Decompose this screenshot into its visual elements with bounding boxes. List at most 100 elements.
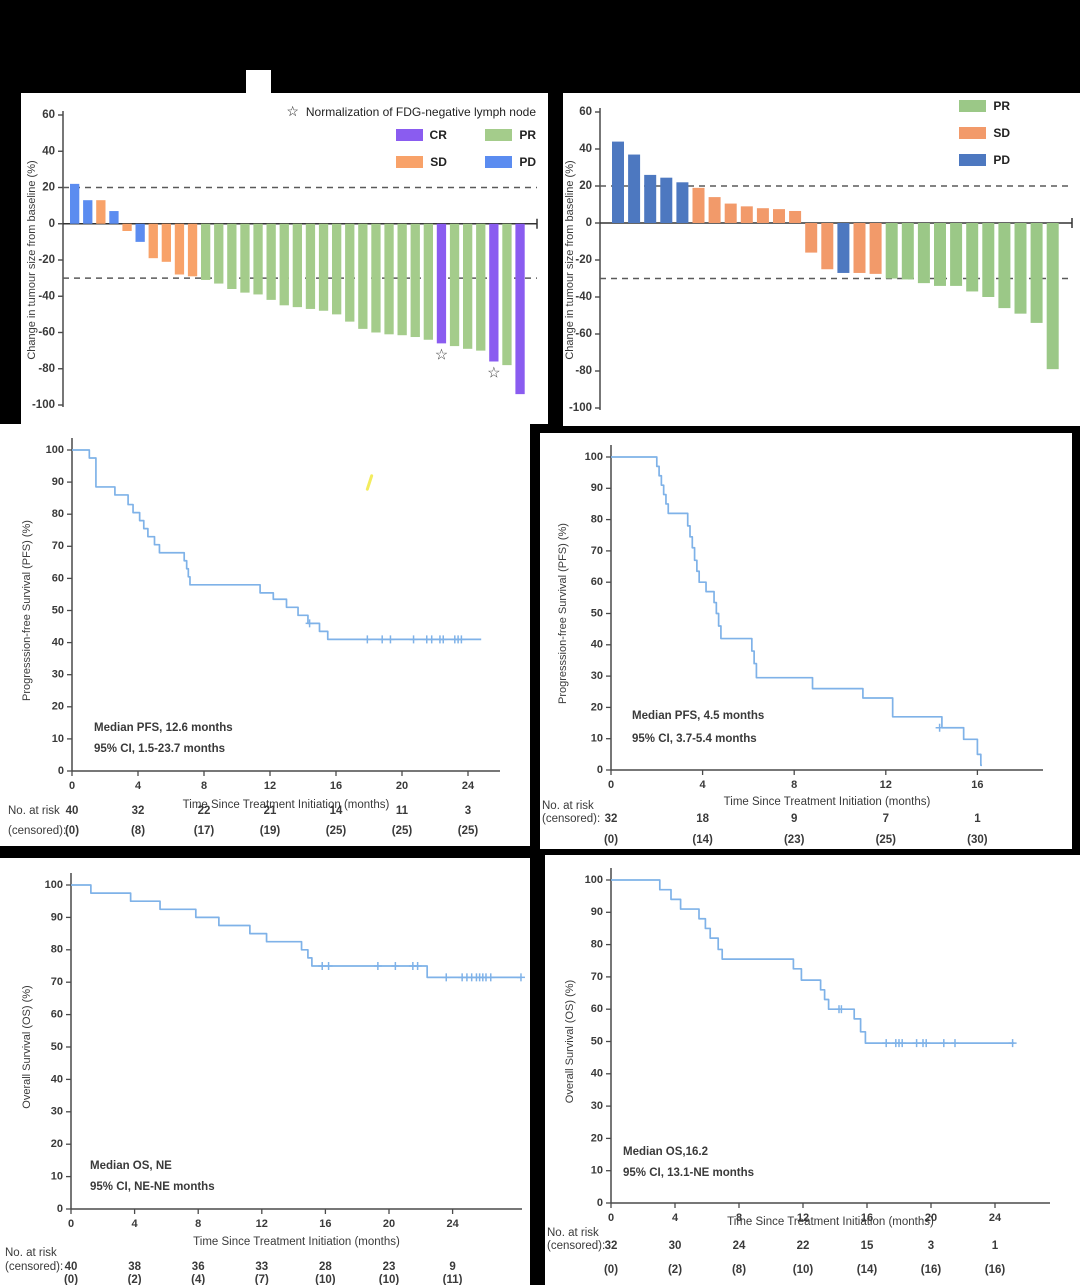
legend-item-sd: SD: [959, 126, 1010, 144]
svg-text:(0): (0): [64, 1274, 78, 1285]
svg-text:Time Since Treatment Initiatio: Time Since Treatment Initiation (months): [727, 1216, 934, 1228]
svg-text:☆: ☆: [487, 365, 500, 382]
svg-text:9: 9: [449, 1261, 455, 1273]
svg-text:18: 18: [696, 813, 709, 825]
star-annotation: ☆ Normalization of FDG-negative lymph nod…: [286, 103, 536, 120]
waterfall-cohort-1-legend: ☆ Normalization of FDG-negative lymph nod…: [286, 103, 536, 182]
svg-text:20: 20: [42, 182, 55, 194]
svg-text:0: 0: [608, 779, 614, 791]
svg-text:40: 40: [51, 1073, 63, 1085]
svg-text:4: 4: [700, 779, 707, 791]
svg-text:-80: -80: [575, 365, 592, 377]
svg-text:40: 40: [66, 805, 79, 817]
legend-item-cr: CR: [395, 128, 447, 142]
svg-text:16: 16: [319, 1218, 331, 1230]
svg-text:1: 1: [974, 813, 981, 825]
legend-item-pr: PR: [959, 99, 1010, 117]
svg-text:0: 0: [49, 218, 55, 230]
waterfall-cohort-1-chart: 60 40 20 0 -20 -40 -60 -80 -100 Change in tumour …: [26, 109, 538, 411]
svg-text:(0): (0): [604, 1264, 618, 1276]
svg-text:(11): (11): [443, 1274, 463, 1285]
svg-text:20: 20: [396, 780, 408, 792]
svg-text:20: 20: [591, 701, 603, 713]
svg-text:40: 40: [591, 1068, 603, 1080]
svg-text:10: 10: [591, 1165, 603, 1177]
svg-text:100: 100: [585, 874, 603, 886]
svg-text:(14): (14): [692, 834, 713, 846]
svg-text:8: 8: [201, 780, 207, 792]
svg-text:20: 20: [925, 1212, 937, 1224]
svg-text:Time Since Treatment Initiatio: Time Since Treatment Initiation (months): [193, 1236, 400, 1248]
svg-text:60: 60: [591, 1003, 603, 1015]
svg-text:0: 0: [58, 765, 64, 777]
svg-text:21: 21: [264, 805, 277, 817]
svg-text:80: 80: [51, 944, 63, 956]
svg-text:(25): (25): [458, 825, 479, 837]
svg-text:-100: -100: [32, 399, 55, 411]
svg-text:-40: -40: [38, 290, 55, 302]
svg-text:9: 9: [791, 813, 797, 825]
svg-text:-60: -60: [38, 327, 55, 339]
legend-label-pr: PR: [519, 128, 536, 142]
pr-swatch-icon: [485, 129, 513, 141]
svg-text:40: 40: [579, 143, 592, 155]
svg-text:95% CI, 1.5-23.7 months: 95% CI, 1.5-23.7 months: [94, 743, 225, 755]
svg-text:(30): (30): [967, 834, 988, 846]
svg-text:20: 20: [51, 1138, 63, 1150]
star-icon: ☆: [286, 103, 299, 119]
legend-label-sd: SD: [430, 155, 447, 169]
svg-text:☆: ☆: [435, 346, 448, 363]
svg-text:Time Since Treatment Initiatio: Time Since Treatment Initiation (months): [724, 796, 931, 808]
svg-text:50: 50: [591, 1035, 603, 1047]
svg-text:32: 32: [605, 813, 618, 825]
svg-text:No. at risk: No. at risk: [542, 800, 594, 812]
svg-text:60: 60: [579, 106, 592, 118]
svg-text:80: 80: [591, 514, 603, 526]
svg-text:Change in tumour size from bas: Change in tumour size from baseline (%): [564, 160, 576, 359]
svg-text:Median PFS, 4.5 months: Median PFS, 4.5 months: [632, 710, 764, 722]
svg-text:4: 4: [135, 780, 142, 792]
svg-text:20: 20: [52, 701, 64, 713]
svg-text:30: 30: [591, 670, 603, 682]
svg-text:60: 60: [42, 109, 55, 121]
svg-text:50: 50: [52, 604, 64, 616]
svg-text:0: 0: [57, 1203, 63, 1215]
sd-swatch-icon: [959, 127, 987, 139]
svg-text:16: 16: [971, 779, 983, 791]
svg-text:Overall Survival (OS) (%): Overall Survival (OS) (%): [21, 985, 33, 1108]
svg-text:20: 20: [591, 1132, 603, 1144]
page-notch: [246, 70, 271, 95]
svg-text:15: 15: [861, 1240, 874, 1252]
svg-text:22: 22: [198, 805, 211, 817]
svg-text:4: 4: [132, 1218, 139, 1230]
pd-swatch-icon: [485, 156, 513, 168]
svg-text:0: 0: [597, 1197, 603, 1209]
legend-label-pd: PD: [519, 155, 536, 169]
svg-text:(19): (19): [260, 825, 281, 837]
svg-text:70: 70: [51, 976, 63, 988]
svg-text:8: 8: [736, 1212, 742, 1224]
svg-text:28: 28: [319, 1261, 332, 1273]
svg-text:(16): (16): [985, 1264, 1006, 1276]
panel-pfs-cohort-1: 100 90 80 70 60 50 40 30 20 10 0 0 4 8 12 16 20 24 Progres…: [0, 424, 530, 846]
svg-text:(censored):: (censored):: [8, 825, 66, 837]
legend-row-1: CR PR: [286, 128, 536, 146]
svg-text:10: 10: [52, 733, 64, 745]
svg-text:(25): (25): [392, 825, 413, 837]
legend-item-pr: PR: [485, 128, 536, 142]
svg-text:16: 16: [861, 1212, 873, 1224]
svg-text:(10): (10): [793, 1264, 814, 1276]
svg-text:(10): (10): [315, 1274, 336, 1285]
svg-text:100: 100: [45, 879, 63, 891]
svg-text:(0): (0): [604, 834, 618, 846]
svg-text:50: 50: [51, 1041, 63, 1053]
svg-text:30: 30: [51, 1106, 63, 1118]
svg-text:(14): (14): [857, 1264, 878, 1276]
svg-text:0: 0: [597, 764, 603, 776]
svg-text:No. at risk: No. at risk: [8, 805, 60, 817]
svg-text:14: 14: [330, 805, 343, 817]
svg-text:No. at risk: No. at risk: [547, 1227, 599, 1239]
svg-text:10: 10: [591, 733, 603, 745]
